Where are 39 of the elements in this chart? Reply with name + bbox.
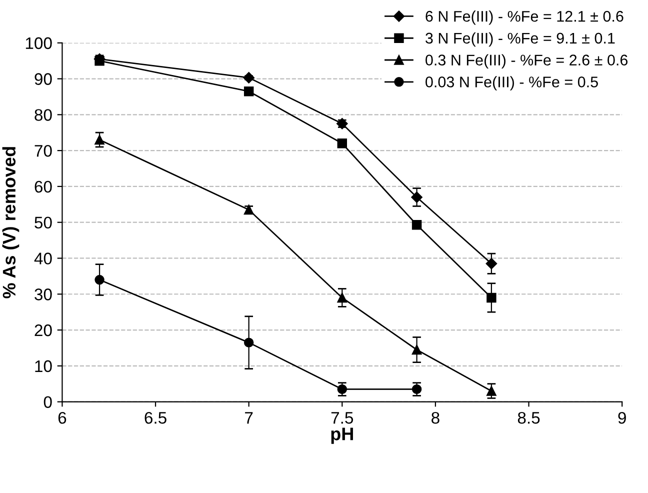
point [244,86,254,96]
y-tick-label: 40 [34,252,52,264]
legend-label: 0.3 N Fe(III) - %Fe = 2.6 ± 0.6 [426,54,628,69]
y-tick-label: 50 [34,216,52,229]
legend-label: 3 N Fe(III) - %Fe = 9.1 ± 0.1 [426,32,615,47]
x-tick-label: 6.5 [144,412,166,424]
y-tick-label: 100 [26,37,52,50]
y-tick-label: 70 [34,144,52,157]
y-tick-label: 20 [34,324,52,336]
x-tick-label: 7 [245,412,253,424]
point [94,274,104,285]
point [244,204,254,215]
point [486,258,498,270]
x-tick-label: 7.5 [331,412,354,424]
point [411,192,422,203]
y-tick-label: 0 [44,396,52,408]
point [337,138,348,148]
point [94,56,104,66]
y-tick-label: 30 [34,288,52,300]
point [243,72,254,84]
x-tick-label: 9 [618,412,626,424]
y-tick-label: 10 [35,360,52,372]
point [486,292,496,303]
x-tick-label: 6 [58,412,66,424]
y-axis-title: % As (V) removed [2,147,20,298]
y-tick-label: 60 [34,180,52,193]
x-tick-label: 8.5 [518,412,540,424]
x-axis-title: pH [331,428,353,444]
y-tick-label: 80 [34,109,52,121]
point [337,292,348,303]
point [244,338,254,348]
point [94,134,104,145]
legend-label: 6 N Fe(III) - %Fe = 12.1 ± 0.6 [426,10,624,25]
point [486,386,496,396]
legend-label: 0.03 N Fe(III) - %Fe = 0.5 [426,76,598,90]
point [412,344,422,355]
x-tick-label: 8 [432,412,440,424]
y-tick-label: 90 [34,73,52,85]
point [412,220,422,230]
